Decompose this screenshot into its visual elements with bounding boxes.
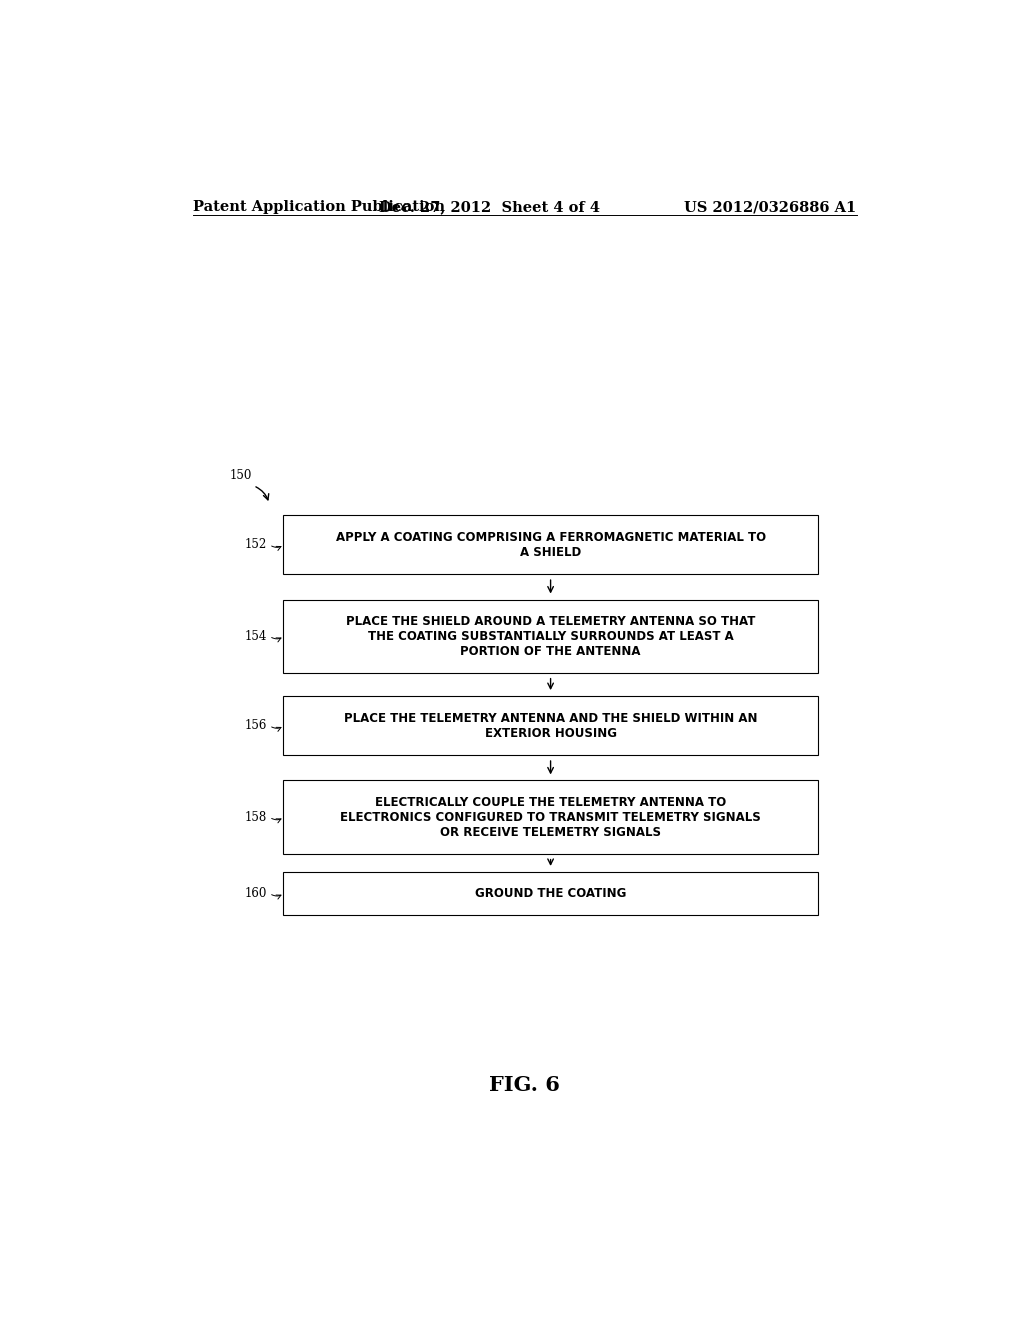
- Bar: [283, 599, 818, 673]
- Text: 160: 160: [245, 887, 267, 900]
- Text: 158: 158: [245, 810, 267, 824]
- Text: FIG. 6: FIG. 6: [489, 1076, 560, 1096]
- Text: 154: 154: [245, 630, 267, 643]
- Text: 150: 150: [229, 469, 252, 482]
- Bar: [283, 696, 818, 755]
- Text: ELECTRICALLY COUPLE THE TELEMETRY ANTENNA TO
ELECTRONICS CONFIGURED TO TRANSMIT : ELECTRICALLY COUPLE THE TELEMETRY ANTENN…: [340, 796, 761, 838]
- Text: APPLY A COATING COMPRISING A FERROMAGNETIC MATERIAL TO
A SHIELD: APPLY A COATING COMPRISING A FERROMAGNET…: [336, 531, 766, 558]
- Text: Dec. 27, 2012  Sheet 4 of 4: Dec. 27, 2012 Sheet 4 of 4: [379, 201, 600, 214]
- Bar: [283, 515, 818, 574]
- Text: GROUND THE COATING: GROUND THE COATING: [475, 887, 627, 900]
- Text: 152: 152: [245, 539, 267, 552]
- Text: Patent Application Publication: Patent Application Publication: [194, 201, 445, 214]
- Text: PLACE THE SHIELD AROUND A TELEMETRY ANTENNA SO THAT
THE COATING SUBSTANTIALLY SU: PLACE THE SHIELD AROUND A TELEMETRY ANTE…: [346, 615, 756, 657]
- Text: PLACE THE TELEMETRY ANTENNA AND THE SHIELD WITHIN AN
EXTERIOR HOUSING: PLACE THE TELEMETRY ANTENNA AND THE SHIE…: [344, 711, 758, 739]
- Text: US 2012/0326886 A1: US 2012/0326886 A1: [684, 201, 856, 214]
- Bar: [283, 780, 818, 854]
- Text: 156: 156: [245, 719, 267, 733]
- Bar: [283, 873, 818, 915]
